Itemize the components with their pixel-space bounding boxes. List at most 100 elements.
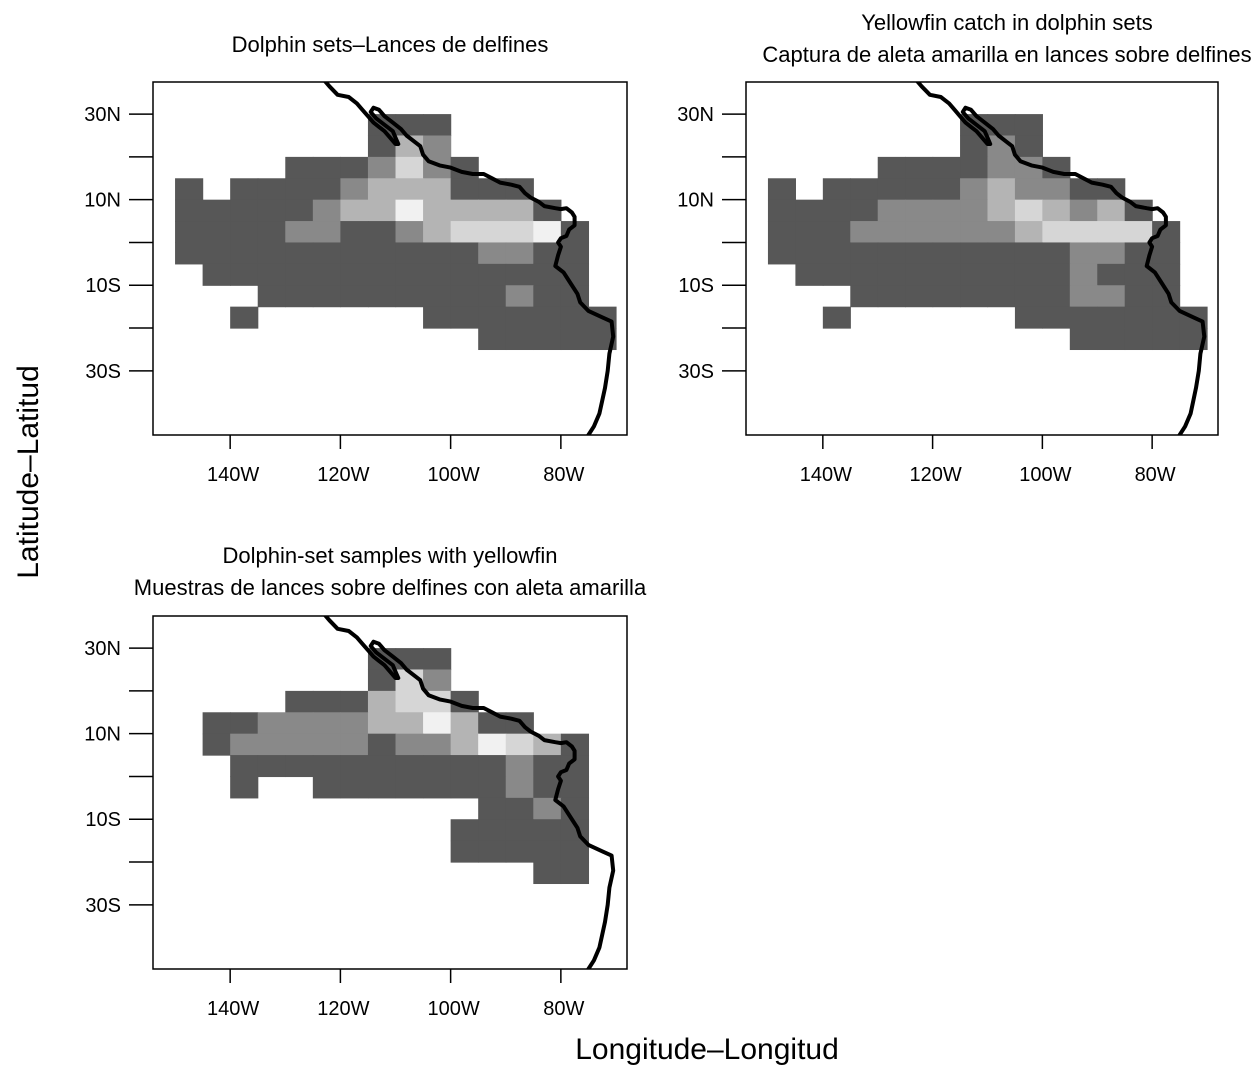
- grid-cell: [1069, 306, 1098, 329]
- grid-cell: [285, 178, 314, 201]
- grid-cell: [395, 156, 424, 179]
- grid-cell: [960, 135, 989, 158]
- grid-cell: [960, 156, 989, 179]
- grid-cell: [1042, 263, 1071, 286]
- grid-cell: [478, 306, 507, 329]
- grid-cell: [1042, 242, 1071, 265]
- grid-cell: [257, 733, 286, 756]
- grid-cell: [423, 199, 452, 222]
- grid-cell: [533, 840, 562, 863]
- y-tick-label: 10S: [85, 275, 121, 297]
- grid-cell: [960, 199, 989, 222]
- grid-cell: [987, 242, 1016, 265]
- grid-cell: [395, 199, 424, 222]
- grid-cell: [505, 733, 534, 756]
- grid-cell: [367, 285, 397, 308]
- grid-cell: [905, 178, 934, 201]
- grid-cell: [395, 263, 424, 286]
- grid-cell: [423, 712, 452, 735]
- grid-cell: [1124, 306, 1153, 329]
- grid-cell: [312, 263, 341, 286]
- grid-cell: [905, 221, 934, 244]
- grid-cell: [767, 199, 796, 222]
- grid-cell: [505, 199, 534, 222]
- grid-cell: [560, 328, 590, 351]
- grid-cell: [202, 263, 231, 286]
- grid-cell: [423, 306, 452, 329]
- grid-cell: [478, 263, 507, 286]
- grid-cell: [533, 328, 562, 351]
- grid-cell: [395, 114, 424, 137]
- grid-cell: [1069, 242, 1098, 265]
- grid-cell: [505, 776, 534, 799]
- grid-cell: [285, 263, 314, 286]
- grid-cell: [312, 221, 341, 244]
- x-tick-label: 140W: [207, 464, 259, 486]
- panel-title: Yellowfin catch in dolphin sets: [861, 10, 1152, 35]
- grid-cell: [450, 199, 479, 222]
- grid-cell: [822, 178, 851, 201]
- map-area: [767, 82, 1208, 435]
- grid-cell: [395, 221, 424, 244]
- y-tick-label: 30S: [85, 895, 121, 917]
- grid-cell: [505, 328, 534, 351]
- grid-cell: [230, 263, 259, 286]
- grid-cell: [560, 840, 590, 863]
- grid-cell: [795, 221, 824, 244]
- x-tick-label: 120W: [317, 998, 369, 1020]
- grid-cell: [312, 178, 341, 201]
- grid-cell: [423, 221, 452, 244]
- x-tick-label: 80W: [1135, 464, 1176, 486]
- grid-cell: [505, 755, 534, 778]
- grid-cell: [478, 733, 507, 756]
- grid-cell: [312, 199, 341, 222]
- grid-cell: [850, 285, 879, 308]
- grid-cell: [1124, 328, 1153, 351]
- y-tick-label: 30S: [678, 361, 714, 383]
- grid-cell: [767, 242, 796, 265]
- grid-cell: [1069, 199, 1098, 222]
- grid-cell: [877, 285, 906, 308]
- grid-cell: [1042, 199, 1071, 222]
- grid-cell: [932, 221, 961, 244]
- grid-cell: [478, 328, 507, 351]
- grid-cell: [1014, 285, 1043, 308]
- grid-cell: [450, 712, 479, 735]
- y-tick-label: 30N: [84, 104, 121, 126]
- plot-frame: [152, 615, 628, 970]
- panel-title: Dolphin sets–Lances de delfines: [232, 32, 549, 57]
- grid-cell: [960, 242, 989, 265]
- grid-cell: [932, 156, 961, 179]
- grid-cell: [395, 648, 424, 671]
- grid-cell: [987, 199, 1016, 222]
- grid-cell: [960, 263, 989, 286]
- grid-cell: [257, 221, 286, 244]
- grid-cell: [505, 285, 534, 308]
- grid-cell: [560, 242, 590, 265]
- grid-cell: [932, 285, 961, 308]
- grid-cell: [932, 199, 961, 222]
- grid-cell: [877, 263, 906, 286]
- grid-cell: [905, 242, 934, 265]
- grid-cell: [285, 285, 314, 308]
- grid-cell: [395, 712, 424, 735]
- grid-cell: [767, 178, 796, 201]
- grid-cell: [257, 285, 286, 308]
- grid-cell: [340, 776, 369, 799]
- grid-cell: [533, 285, 562, 308]
- grid-cell: [987, 263, 1016, 286]
- grid-cell: [1069, 285, 1098, 308]
- x-tick-label: 80W: [543, 464, 584, 486]
- grid-cell: [257, 755, 286, 778]
- grid-cell: [1152, 242, 1181, 265]
- grid-cell: [423, 114, 452, 137]
- coastline: [323, 616, 616, 969]
- grid-cell: [340, 733, 369, 756]
- grid-cell: [367, 242, 397, 265]
- coastline: [323, 82, 616, 435]
- map-panel-dolphin-set-samples: Dolphin-set samples with yellowfin Muestr…: [84, 543, 647, 1020]
- y-tick-label: 30S: [85, 361, 121, 383]
- grid-cell: [367, 199, 397, 222]
- grid-cell: [175, 199, 204, 222]
- grid-cell: [822, 306, 851, 329]
